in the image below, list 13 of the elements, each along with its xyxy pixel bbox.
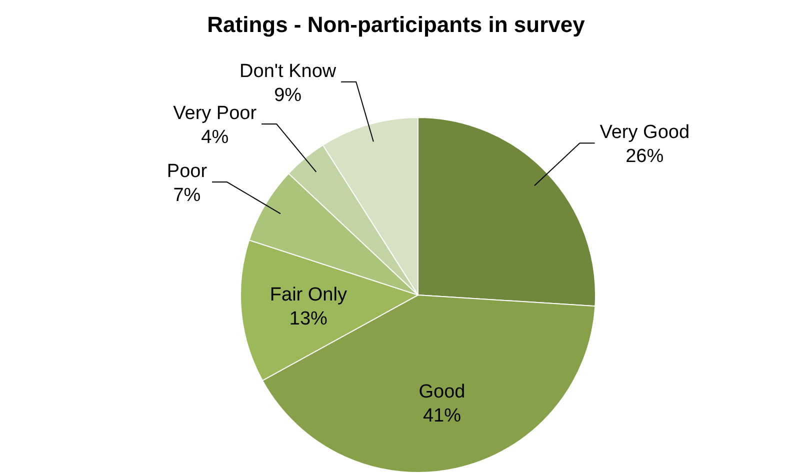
data-label: 41% (422, 405, 462, 426)
slice-label: Good (418, 381, 466, 402)
data-label: 13% (289, 308, 328, 330)
slice-label: Don't Know (240, 60, 336, 82)
data-label: 4% (201, 127, 229, 148)
slice-label: Poor (166, 161, 208, 182)
data-label: 26% (626, 146, 664, 168)
data-label: 9% (274, 84, 302, 106)
slice-label: Very Poor (173, 103, 258, 124)
chart-title: Ratings - Non-participants in survey (207, 12, 586, 37)
slice-label: Fair Only (270, 284, 348, 306)
slice-label: Very Good (600, 122, 690, 144)
data-label: 7% (173, 185, 201, 206)
